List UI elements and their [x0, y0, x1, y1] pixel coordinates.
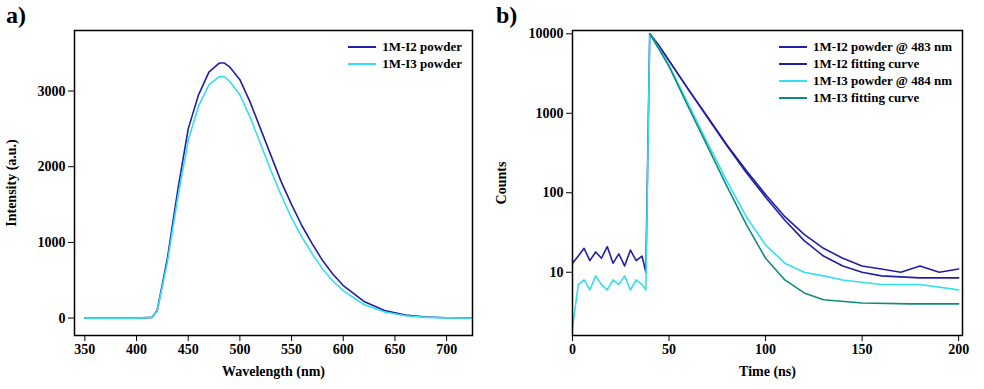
svg-text:Counts: Counts — [494, 161, 509, 204]
svg-text:2000: 2000 — [38, 159, 66, 174]
svg-text:100: 100 — [543, 185, 564, 200]
svg-text:1000: 1000 — [38, 235, 66, 250]
svg-text:500: 500 — [229, 342, 250, 357]
html-text:1M-I3 powder: 1M-I3 powder — [382, 55, 462, 71]
svg-text:450: 450 — [178, 342, 199, 357]
html-text:1M-I2 powder: 1M-I2 powder — [382, 38, 462, 54]
svg-text:600: 600 — [333, 342, 354, 357]
svg-text:3000: 3000 — [38, 84, 66, 99]
svg-text:Intensity (a.u.): Intensity (a.u.) — [4, 139, 20, 227]
svg-text:10000: 10000 — [529, 26, 564, 41]
svg-text:150: 150 — [852, 342, 873, 357]
svg-text:Wavelength (nm): Wavelength (nm) — [222, 364, 325, 380]
svg-text:650: 650 — [384, 342, 405, 357]
svg-text:400: 400 — [126, 342, 147, 357]
svg-text:50: 50 — [662, 342, 676, 357]
html-text:a): a) — [6, 2, 26, 28]
html-text:1M-I3 fitting curve: 1M-I3 fitting curve — [813, 89, 920, 105]
svg-text:700: 700 — [436, 342, 457, 357]
svg-text:0: 0 — [59, 311, 66, 326]
svg-text:Time (ns): Time (ns) — [739, 364, 796, 380]
svg-text:550: 550 — [281, 342, 302, 357]
svg-text:100: 100 — [755, 342, 776, 357]
svg-text:350: 350 — [74, 342, 95, 357]
html-text:1M-I2 fitting curve: 1M-I2 fitting curve — [813, 55, 920, 71]
svg-text:10: 10 — [550, 265, 564, 280]
svg-text:0: 0 — [569, 342, 576, 357]
html-text:1M-I2 powder @ 483 nm: 1M-I2 powder @ 483 nm — [813, 38, 952, 54]
svg-text:200: 200 — [948, 342, 969, 357]
svg-text:1000: 1000 — [536, 106, 564, 121]
html-text:b): b) — [496, 2, 518, 28]
html-text:1M-I3 powder @ 484 nm: 1M-I3 powder @ 484 nm — [813, 72, 952, 88]
